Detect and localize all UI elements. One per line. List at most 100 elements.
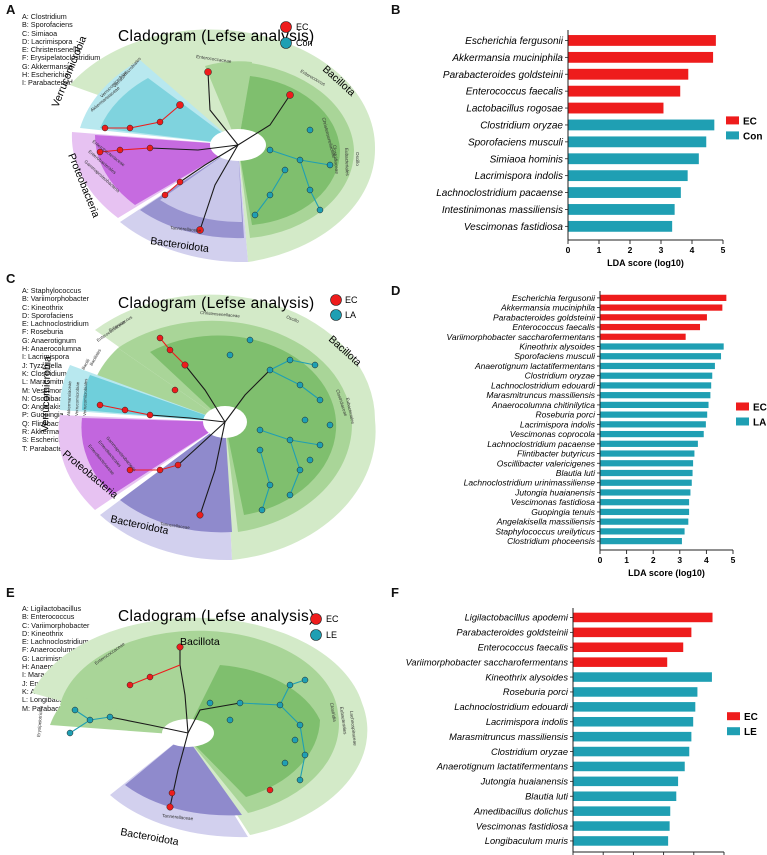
category-label: Escherichia fergusonii: [465, 36, 564, 47]
clade-label-bacillales: Bacillales: [89, 347, 103, 366]
lda-bar: [600, 430, 704, 438]
legend-swatch: [726, 131, 739, 140]
cladogram-e: Cladogram (Lefse analysis) EC LE Bacillo…: [0, 585, 378, 855]
node-enterococcaceae: [286, 91, 294, 99]
taxa-key-item: D: Sporofaciens: [22, 310, 74, 320]
clade-label-eubacteriales: Eubacteriales: [344, 148, 350, 177]
taxa-key-item: K: Clostridium: [22, 368, 67, 378]
clade-sector-tannerellaceae: [120, 422, 232, 533]
x-tick-label: 5: [731, 555, 736, 565]
taxa-key-item: R: Akkermansia: [22, 427, 73, 437]
category-label: Sporofaciens musculi: [468, 137, 564, 148]
node-i: [161, 191, 169, 199]
panel-letter-a: A: [6, 2, 16, 17]
node-h: [96, 148, 104, 156]
node-christensenella: [306, 126, 314, 134]
lda-bar: [600, 528, 685, 535]
category-label: Lachnoclostridium urinimassiliense: [464, 478, 596, 488]
category-label: Clostridium phoceensis: [507, 536, 596, 546]
lda-bar: [600, 538, 682, 545]
category-label: Roseburia porci: [535, 410, 596, 420]
clade-label-oscillo: Oscillo: [286, 314, 301, 324]
x-tick-label: 5: [721, 245, 726, 255]
category-label: Ligilactobacillus apodemi: [465, 613, 569, 623]
cladogram-title: Cladogram (Lefse analysis): [118, 608, 314, 625]
taxa-key-item: H: Anaerocolumna: [22, 344, 82, 354]
x-tick-label: 4: [690, 245, 695, 255]
legend-ec-dot: [330, 294, 342, 306]
node-bacteroidales: [176, 178, 184, 186]
phylum-label-bacteroidota: Bacteroidota: [119, 826, 179, 848]
x-axis-title: LDA score (log10): [628, 568, 705, 578]
category-label: Anaerotignum lactatifermentans: [474, 361, 596, 371]
category-label: Jutongia huaianensis: [514, 487, 596, 497]
legend-le-dot: [310, 629, 322, 641]
node-b: [306, 186, 314, 194]
taxa-key-item: H: Escherichia: [22, 70, 69, 80]
taxa-key-item: D: Kineothrix: [22, 628, 64, 638]
clade-label-tannerellaceae: Tannerellaceae: [170, 225, 202, 233]
legend-label: LA: [753, 417, 766, 428]
node-f: [251, 211, 259, 219]
node-escherichia: [116, 146, 124, 154]
cladogram-ec-nodes: [126, 643, 274, 811]
lda-bar: [600, 469, 693, 477]
node-d: [281, 166, 289, 174]
clade-sector-enterobacteriaceae: [95, 135, 238, 205]
cladogram-title: Cladogram (Lefse analysis): [118, 28, 314, 45]
legend-label: Con: [743, 131, 762, 142]
category-label: Enterococcus faecalis: [478, 643, 569, 653]
legend-con-label: Con: [296, 38, 313, 48]
clade-label-clostridiaceae: Clostridiaceae: [332, 145, 340, 175]
taxa-key-item: C: Kineothrix: [22, 302, 64, 312]
lda-bar: [600, 440, 698, 447]
legend-con-dot: [280, 37, 292, 49]
lda-bar: [568, 153, 699, 165]
clade-sector-tannerellaceae: [125, 735, 242, 816]
legend-la-label: LA: [345, 310, 356, 320]
clade-label-bacilli: Bacilli: [81, 358, 91, 370]
lda-bar: [573, 672, 712, 682]
x-tick-label: 1: [624, 555, 629, 565]
lda-bar: [573, 761, 685, 772]
x-tick-label: 2: [651, 555, 656, 565]
clade-sector-bacteroidota-inner: [160, 145, 242, 223]
category-label: Lacrimispora indolis: [475, 171, 563, 182]
clade-label-eubacteriales: Eubacteriales: [339, 706, 348, 735]
lda-bar-chart-b: Escherichia fergusonii Akkermansia mucini…: [378, 0, 767, 290]
panel-letter-d: D: [391, 283, 401, 298]
category-label: Lachnoclostridium edouardi: [454, 702, 569, 712]
taxa-key-item: I: Parabacteroides: [22, 78, 81, 88]
lda-bar-chart-d: Escherichia fergusonii Akkermansia mucini…: [378, 290, 767, 590]
lda-bar: [600, 362, 715, 370]
cladogram-ec-nodes: [96, 334, 204, 519]
category-label: Jutongia huaianensis: [480, 777, 569, 787]
taxa-key-item: J: Tyzzerella: [22, 360, 62, 370]
clade-label-tannerellaceae: Tannerellaceae: [162, 813, 194, 821]
legend-swatch: [726, 116, 739, 125]
category-label: Anaerotignum lactatifermentans: [436, 762, 569, 772]
legend-le-label: LE: [326, 630, 337, 640]
taxa-key-item: M: Parabacteroides: [22, 703, 85, 713]
clade-label-lachnospiraceae: Lachnospiraceae: [349, 711, 358, 747]
category-label: Enterococcus faecalis: [512, 322, 595, 332]
node-akkermansia: [176, 101, 184, 109]
legend-label: EC: [753, 402, 767, 413]
category-label: Roseburia porci: [503, 687, 569, 697]
phylum-label-verrucomicrobia: Verrucomicrobia: [50, 34, 90, 109]
node-clostridia: [266, 146, 274, 154]
lda-bar: [568, 85, 681, 97]
taxa-key-item: E: Christensenella: [22, 45, 81, 55]
node-e: [266, 191, 274, 199]
lda-bar: [568, 170, 688, 182]
category-label: Parabacteroides goldsteinii: [456, 628, 569, 638]
category-label: Vescimonas fastidiosa: [464, 222, 564, 233]
lda-bar: [600, 372, 713, 379]
taxa-key-item: B: Sporofaciens: [22, 20, 73, 30]
cladogram-ec-nodes: [96, 68, 294, 234]
taxa-key-item: F: Roseburia: [22, 327, 64, 337]
category-label: Lachnoclostridium pacaense: [436, 188, 563, 199]
x-tick-label: 2: [628, 245, 633, 255]
taxa-key-list-c: A: Staphylococcus B: Variimorphobacter C: …: [22, 286, 89, 453]
taxa-key-item: S: Escherichia: [22, 435, 68, 445]
